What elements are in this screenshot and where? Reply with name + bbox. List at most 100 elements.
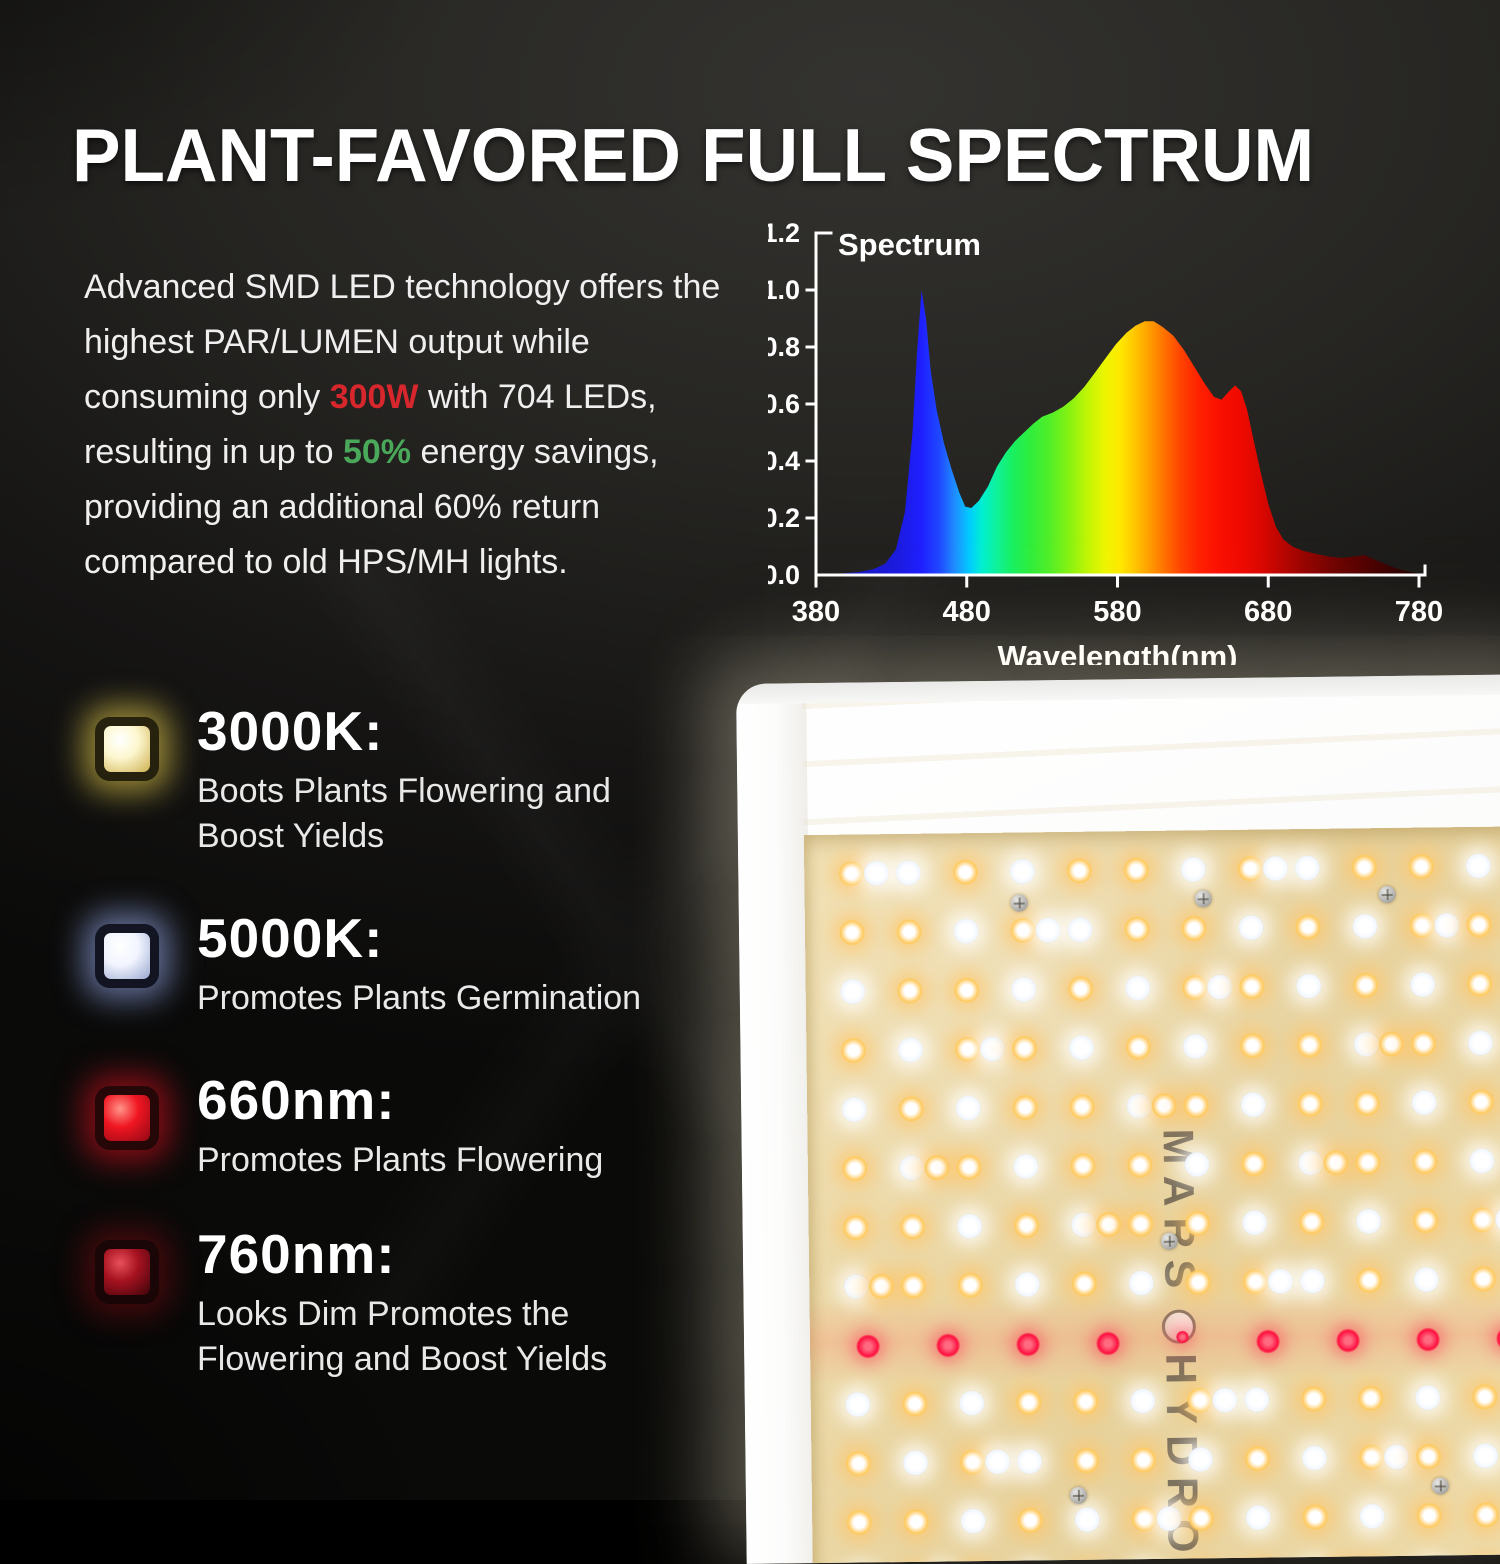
cool-led: [1413, 1266, 1439, 1292]
cool-led: [1009, 858, 1035, 884]
warm-led: [1123, 857, 1149, 883]
warm-led: [1297, 1091, 1323, 1117]
red-led: [936, 1333, 960, 1357]
spectrum-area: [816, 290, 1419, 575]
red-led: [856, 1334, 880, 1358]
warm-led: [902, 1391, 928, 1417]
cool-led: [1068, 1035, 1094, 1061]
warm-led: [1474, 1561, 1500, 1564]
deep-red-led-icon: [95, 1240, 159, 1304]
cool-led: [1434, 912, 1460, 938]
cool-led: [843, 1273, 869, 1299]
led-board: MARS HYDRO: [804, 826, 1500, 1564]
cool-led: [1467, 1030, 1493, 1056]
y-tick-label: 0.2: [768, 503, 800, 533]
feature-660nm: 660nm: Promotes Plants Flowering: [95, 1072, 817, 1183]
warm-led: [1472, 1384, 1498, 1410]
warm-led: [952, 859, 978, 885]
screw-icon: [1070, 1487, 1087, 1504]
cool-led: [1383, 1444, 1409, 1470]
cool-led: [1070, 1212, 1096, 1238]
warm-led: [896, 919, 922, 945]
cool-led: [1267, 1268, 1293, 1294]
feature-title: 5000K:: [197, 910, 817, 968]
warm-led: [1351, 854, 1377, 880]
cool-led: [1184, 1151, 1210, 1177]
warm-led: [1244, 1446, 1270, 1472]
warm-led: [900, 1273, 926, 1299]
cool-led: [1067, 917, 1093, 943]
warm-led: [1237, 856, 1263, 882]
warm-led: [957, 1272, 983, 1298]
warm-led: [1011, 1035, 1037, 1061]
cool-led: [984, 1449, 1010, 1475]
cool-led: [1156, 1506, 1182, 1532]
warm-led: [842, 1214, 868, 1240]
intro-highlight: 50%: [343, 433, 411, 471]
red-led: [1016, 1332, 1040, 1356]
cool-led: [1244, 1387, 1270, 1413]
warm-led: [903, 1509, 929, 1535]
intro-highlight: 300W: [330, 378, 419, 416]
x-tick-label: 580: [1093, 596, 1141, 628]
cool-led: [1352, 913, 1378, 939]
warm-led: [1473, 1502, 1499, 1528]
cool-led: [1472, 1443, 1498, 1469]
screw-icon: [1195, 890, 1212, 907]
warm-led: [1239, 974, 1265, 1000]
feature-5000k: 5000K: Promotes Plants Germination: [95, 910, 817, 1021]
y-tick-label: 1.2: [768, 218, 800, 248]
cool-led: [1013, 1153, 1039, 1179]
warm-led: [1181, 915, 1207, 941]
warm-led: [1124, 916, 1150, 942]
feature-title: 760nm:: [197, 1226, 697, 1284]
feature-title: 3000K:: [197, 703, 677, 761]
cool-led: [1469, 1148, 1495, 1174]
cool-led: [1240, 1092, 1266, 1118]
cool-led: [1238, 915, 1264, 941]
y-tick-label: 0.8: [768, 332, 800, 362]
warm-led: [1323, 1150, 1349, 1176]
cool-led: [1301, 1445, 1327, 1471]
warm-led: [1302, 1504, 1328, 1530]
cool-led: [1465, 853, 1491, 879]
cool-led: [1294, 855, 1320, 881]
warm-led: [1073, 1448, 1099, 1474]
screw-icon: [1379, 886, 1396, 903]
feature-desc: Boots Plants Flowering and Boost Yields: [197, 769, 677, 859]
cool-led: [840, 978, 866, 1004]
warm-led: [899, 1214, 925, 1240]
warm-led: [1355, 1149, 1381, 1175]
cool-led: [1298, 1150, 1324, 1176]
cool-led: [960, 1508, 986, 1534]
cool-led: [1130, 1388, 1156, 1414]
warm-led: [1356, 1267, 1382, 1293]
warm-led: [1183, 1092, 1209, 1118]
x-tick-label: 780: [1395, 596, 1443, 628]
warm-led: [838, 860, 864, 886]
warm-led: [1127, 1152, 1153, 1178]
cool-led: [959, 1390, 985, 1416]
warm-led: [1410, 1030, 1436, 1056]
cool-led: [1410, 971, 1436, 997]
cool-led: [1212, 1387, 1238, 1413]
warm-led: [924, 1154, 950, 1180]
warm-led: [846, 1509, 872, 1535]
warm-led: [1408, 853, 1434, 879]
warm-led: [1296, 1032, 1322, 1058]
cool-led: [953, 918, 979, 944]
cool-led: [902, 1450, 928, 1476]
warm-led: [1239, 1033, 1265, 1059]
cool-led: [1180, 856, 1206, 882]
cool-led: [1411, 1089, 1437, 1115]
warm-led: [1068, 976, 1094, 1002]
warm-led: [956, 1154, 982, 1180]
feature-3000k: 3000K: Boots Plants Flowering and Boost …: [95, 703, 677, 859]
red-led-icon-core: [104, 1095, 150, 1141]
x-axis-label: Wavelength(nm): [998, 639, 1238, 665]
cool-led: [1187, 1446, 1213, 1472]
x-tick-label: 380: [792, 596, 840, 628]
warm-led: [1184, 1210, 1210, 1236]
cool-led: [956, 1213, 982, 1239]
